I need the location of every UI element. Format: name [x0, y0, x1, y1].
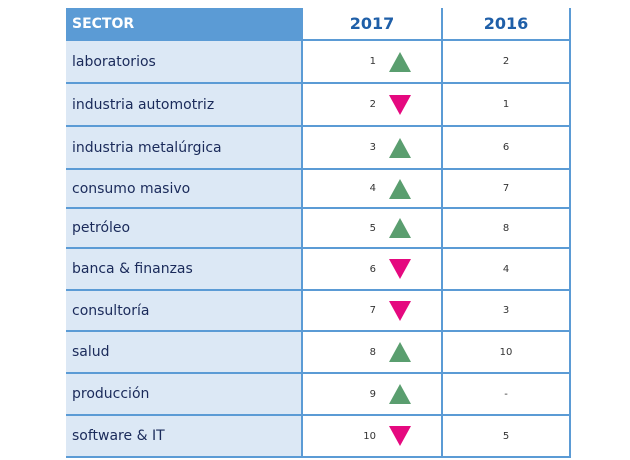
sector-cell: consumo masivo: [66, 170, 302, 207]
trend-up: [389, 137, 411, 158]
rank-2017: 10: [363, 430, 376, 442]
row-border: [66, 125, 570, 127]
rank-2016: 5: [502, 430, 510, 442]
rank-2017: 7: [369, 305, 376, 316]
rank-2016: 3: [502, 305, 510, 316]
column-border: [441, 8, 443, 458]
row-border: [66, 372, 570, 374]
trend-up: [389, 51, 411, 72]
column-border: [301, 8, 303, 458]
sector-cell: consultoría: [66, 291, 302, 330]
header-year: 2017: [302, 8, 442, 39]
trend-icon: [389, 218, 411, 238]
sector-cell: laboratorios: [66, 41, 302, 82]
row-border: [66, 247, 570, 249]
row-border: [66, 330, 570, 332]
trend-up: [389, 218, 411, 238]
rank-2017: 1: [369, 56, 376, 67]
rank-2016: 4: [502, 263, 510, 275]
trend-icon: [389, 137, 411, 158]
rank-2016: 2: [502, 56, 510, 67]
trend-down: [389, 300, 411, 321]
trend-up: [389, 178, 411, 199]
sector-cell: industria automotriz: [66, 84, 302, 125]
rank-2017: 9: [369, 388, 376, 400]
trend-down: [389, 259, 411, 279]
trend-icon: [389, 384, 411, 404]
header-sector: SECTOR: [66, 8, 302, 39]
row-border: [66, 82, 570, 84]
sector-cell: petróleo: [66, 209, 302, 247]
trend-icon: [389, 94, 411, 115]
trend-icon: [389, 342, 411, 362]
row-border: [66, 168, 570, 170]
rank-2017: 3: [369, 142, 376, 153]
row-border: [66, 39, 570, 41]
rank-2016: 7: [502, 183, 510, 194]
row-border: [66, 414, 570, 416]
trend-icon: [389, 259, 411, 279]
rank-2017: 6: [369, 263, 376, 275]
trend-up: [389, 384, 411, 404]
rank-2017: 2: [369, 99, 376, 110]
sector-cell: salud: [66, 332, 302, 372]
rank-2017: 8: [369, 346, 376, 358]
column-border: [569, 8, 571, 458]
rank-2016: -: [504, 388, 508, 400]
trend-icon: [389, 178, 411, 199]
sector-cell: software & IT: [66, 416, 302, 456]
rank-2016: 10: [499, 346, 513, 358]
row-border: [66, 456, 570, 458]
trend-icon: [389, 51, 411, 72]
row-border: [66, 289, 570, 291]
trend-up: [389, 342, 411, 362]
trend-icon: [389, 426, 411, 446]
trend-icon: [389, 300, 411, 321]
sector-cell: banca & finanzas: [66, 249, 302, 289]
rank-2017: 4: [369, 183, 376, 194]
rank-2016: 8: [502, 222, 510, 234]
sector-cell: producción: [66, 374, 302, 414]
header-year: 2016: [442, 8, 570, 39]
rank-2016: 1: [502, 99, 510, 110]
sector-cell: industria metalúrgica: [66, 127, 302, 168]
rank-2016: 6: [502, 142, 510, 153]
trend-down: [389, 94, 411, 115]
rank-2017: 5: [369, 222, 376, 234]
trend-down: [389, 426, 411, 446]
row-border: [66, 207, 570, 209]
